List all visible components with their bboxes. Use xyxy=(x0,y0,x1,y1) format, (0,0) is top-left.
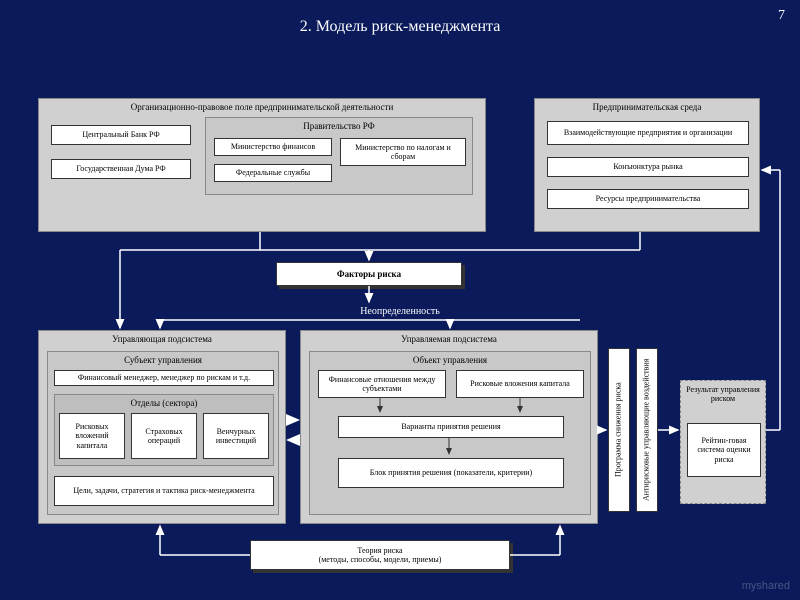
fin-relations-box: Финансовые отношения между субъектами xyxy=(318,370,446,398)
enterprises-box: Взаимодействующие предприятия и организа… xyxy=(547,121,749,145)
org-legal-panel: Организационно-правовое поле предпринима… xyxy=(38,98,486,232)
uncertainty-label: Неопределенность xyxy=(330,306,470,317)
central-bank-box: Центральный Банк РФ xyxy=(51,125,191,145)
finance-ministry-box: Министерство финансов xyxy=(214,138,332,156)
result-panel: Результат управления риском Рейтин-говая… xyxy=(680,380,766,504)
risk-factors-box: Факторы риска xyxy=(276,262,462,286)
program-vbox: Программа снижения риска xyxy=(608,348,630,512)
business-env-title: Предпринимательская среда xyxy=(535,99,759,115)
subject-panel: Субъект управления Финансовый менеджер, … xyxy=(47,351,279,515)
object-panel: Объект управления Финансовые отношения м… xyxy=(309,351,591,515)
departments-panel: Отделы (сектора) Рисковых вложений капит… xyxy=(54,394,274,466)
dept-venture-box: Венчурных инвестиций xyxy=(203,413,269,459)
page-number: 7 xyxy=(778,8,785,24)
government-panel: Правительство РФ Министерство финансов Ф… xyxy=(205,117,473,195)
controlling-title: Управляющая подсистема xyxy=(39,331,285,347)
controlling-subsystem: Управляющая подсистема Субъект управлени… xyxy=(38,330,286,524)
watermark: myshared xyxy=(742,580,790,592)
departments-title: Отделы (сектора) xyxy=(55,395,273,411)
federal-services-box: Федеральные службы xyxy=(214,164,332,182)
controlled-subsystem: Управляемая подсистема Объект управления… xyxy=(300,330,598,524)
antiRisk-vbox: Антирисковые управляющие воздействия xyxy=(636,348,658,512)
tax-ministry-box: Министерство по налогам и сборам xyxy=(340,138,466,166)
manager-box: Финансовый менеджер, менеджер по рискам … xyxy=(54,370,274,386)
goals-box: Цели, задачи, стратегия и тактика риск-м… xyxy=(54,476,274,506)
government-title: Правительство РФ xyxy=(206,118,472,134)
business-env-panel: Предпринимательская среда Взаимодействую… xyxy=(534,98,760,232)
page-title: 2. Модель риск-менеджмента xyxy=(0,0,800,44)
decision-options-box: Варианты принятия решения xyxy=(338,416,564,438)
dept-insurance-box: Страховых операций xyxy=(131,413,197,459)
dept-risk-box: Рисковых вложений капитала xyxy=(59,413,125,459)
resources-box: Ресурсы предпринимательства xyxy=(547,189,749,209)
duma-box: Государственная Дума РФ xyxy=(51,159,191,179)
market-box: Конъюнктура рынка xyxy=(547,157,749,177)
rating-system-box: Рейтин-говая система оценки риска xyxy=(687,423,761,477)
subject-title: Субъект управления xyxy=(48,352,278,368)
result-title: Результат управления риском xyxy=(681,381,765,407)
theory-box: Теория риска (методы, способы, модели, п… xyxy=(250,540,510,570)
controlled-title: Управляемая подсистема xyxy=(301,331,597,347)
decision-block-box: Блок принятия решения (показатели, крите… xyxy=(338,458,564,488)
object-title: Объект управления xyxy=(310,352,590,368)
risk-investments-box: Рисковые вложения капитала xyxy=(456,370,584,398)
org-legal-title: Организационно-правовое поле предпринима… xyxy=(39,99,485,115)
